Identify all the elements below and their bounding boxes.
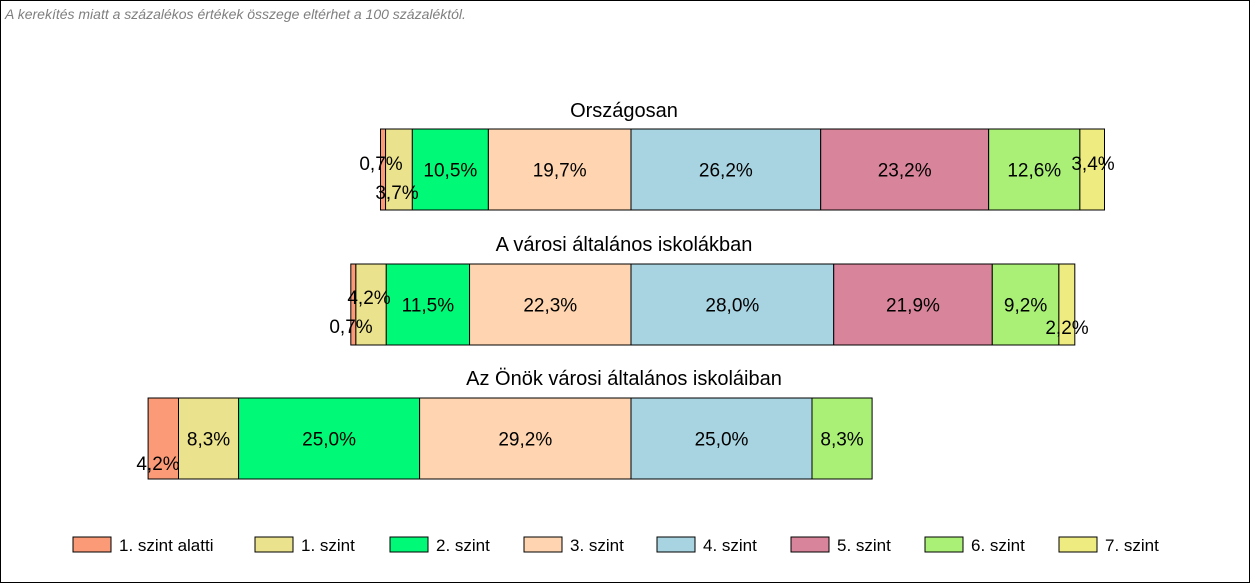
bar-segment-3-5 bbox=[630, 397, 813, 480]
data-label-1-5: 26,2% bbox=[699, 161, 753, 182]
bar-segment-2-8 bbox=[1058, 263, 1076, 346]
legend-swatch-2 bbox=[254, 536, 294, 553]
legend-swatch-1 bbox=[72, 536, 112, 553]
rounding-note: A kerekítés miatt a százalékos értékek ö… bbox=[5, 6, 466, 22]
data-label-2-1: 0,7% bbox=[329, 317, 372, 338]
data-label-1-6: 23,2% bbox=[878, 161, 932, 182]
bar-segment-1-5 bbox=[630, 128, 822, 211]
legend-swatch-5 bbox=[656, 536, 696, 553]
data-label-3-4: 29,2% bbox=[498, 430, 552, 451]
bar-segment-3-3 bbox=[238, 397, 421, 480]
bar-segment-3-2 bbox=[178, 397, 240, 480]
data-label-1-3: 10,5% bbox=[423, 161, 477, 182]
legend-label-7: 6. szint bbox=[971, 536, 1025, 555]
bar-segment-1-3 bbox=[411, 128, 489, 211]
data-label-2-4: 22,3% bbox=[523, 296, 577, 317]
legend-label-4: 3. szint bbox=[570, 536, 624, 555]
bar-segment-3-7 bbox=[811, 397, 873, 480]
bar-segment-3-4 bbox=[419, 397, 632, 480]
bar-segment-1-7 bbox=[988, 128, 1081, 211]
data-label-2-6: 21,9% bbox=[886, 296, 940, 317]
data-label-1-1: 0,7% bbox=[359, 154, 402, 175]
legend-label-2: 1. szint bbox=[301, 536, 355, 555]
legend-swatch-7 bbox=[924, 536, 964, 553]
data-label-2-8: 2,2% bbox=[1045, 318, 1088, 339]
legend-swatch-8 bbox=[1058, 536, 1098, 553]
data-label-2-3: 11,5% bbox=[402, 296, 455, 317]
data-label-1-4: 19,7% bbox=[533, 161, 587, 182]
data-label-1-7: 12,6% bbox=[1007, 161, 1061, 182]
bar-title-1: Országosan bbox=[570, 100, 678, 122]
legend-label-8: 7. szint bbox=[1105, 536, 1159, 555]
bar-segment-2-2 bbox=[355, 263, 387, 346]
bar-title-3: Az Önök városi általános iskoláiban bbox=[466, 368, 782, 390]
data-label-3-2: 8,3% bbox=[187, 430, 230, 451]
bar-segment-2-6 bbox=[833, 263, 993, 346]
data-label-1-2: 3,7% bbox=[375, 183, 418, 204]
legend-label-3: 2. szint bbox=[436, 536, 490, 555]
bar-segment-3-1 bbox=[147, 397, 179, 480]
data-label-3-7: 8,3% bbox=[820, 430, 863, 451]
legend-label-6: 5. szint bbox=[837, 536, 891, 555]
legend-label-5: 4. szint bbox=[703, 536, 757, 555]
bar-segment-1-8 bbox=[1079, 128, 1105, 211]
data-label-3-3: 25,0% bbox=[302, 430, 356, 451]
legend-swatch-6 bbox=[790, 536, 830, 553]
bar-segment-1-4 bbox=[487, 128, 632, 211]
data-label-2-5: 28,0% bbox=[705, 296, 759, 317]
legend-label-1: 1. szint alatti bbox=[119, 536, 214, 555]
legend-swatch-3 bbox=[389, 536, 429, 553]
bar-segment-2-4 bbox=[469, 263, 632, 346]
data-label-1-8: 3,4% bbox=[1071, 154, 1114, 175]
bar-segment-2-3 bbox=[385, 263, 471, 346]
data-label-3-5: 25,0% bbox=[695, 430, 749, 451]
bar-segment-1-6 bbox=[820, 128, 990, 211]
data-label-3-1: 4,2% bbox=[136, 454, 179, 475]
bar-title-2: A városi általános iskolákban bbox=[496, 234, 753, 256]
legend-swatch-4 bbox=[523, 536, 563, 553]
data-label-2-2: 4,2% bbox=[347, 288, 390, 309]
data-label-2-7: 9,2% bbox=[1004, 296, 1047, 317]
